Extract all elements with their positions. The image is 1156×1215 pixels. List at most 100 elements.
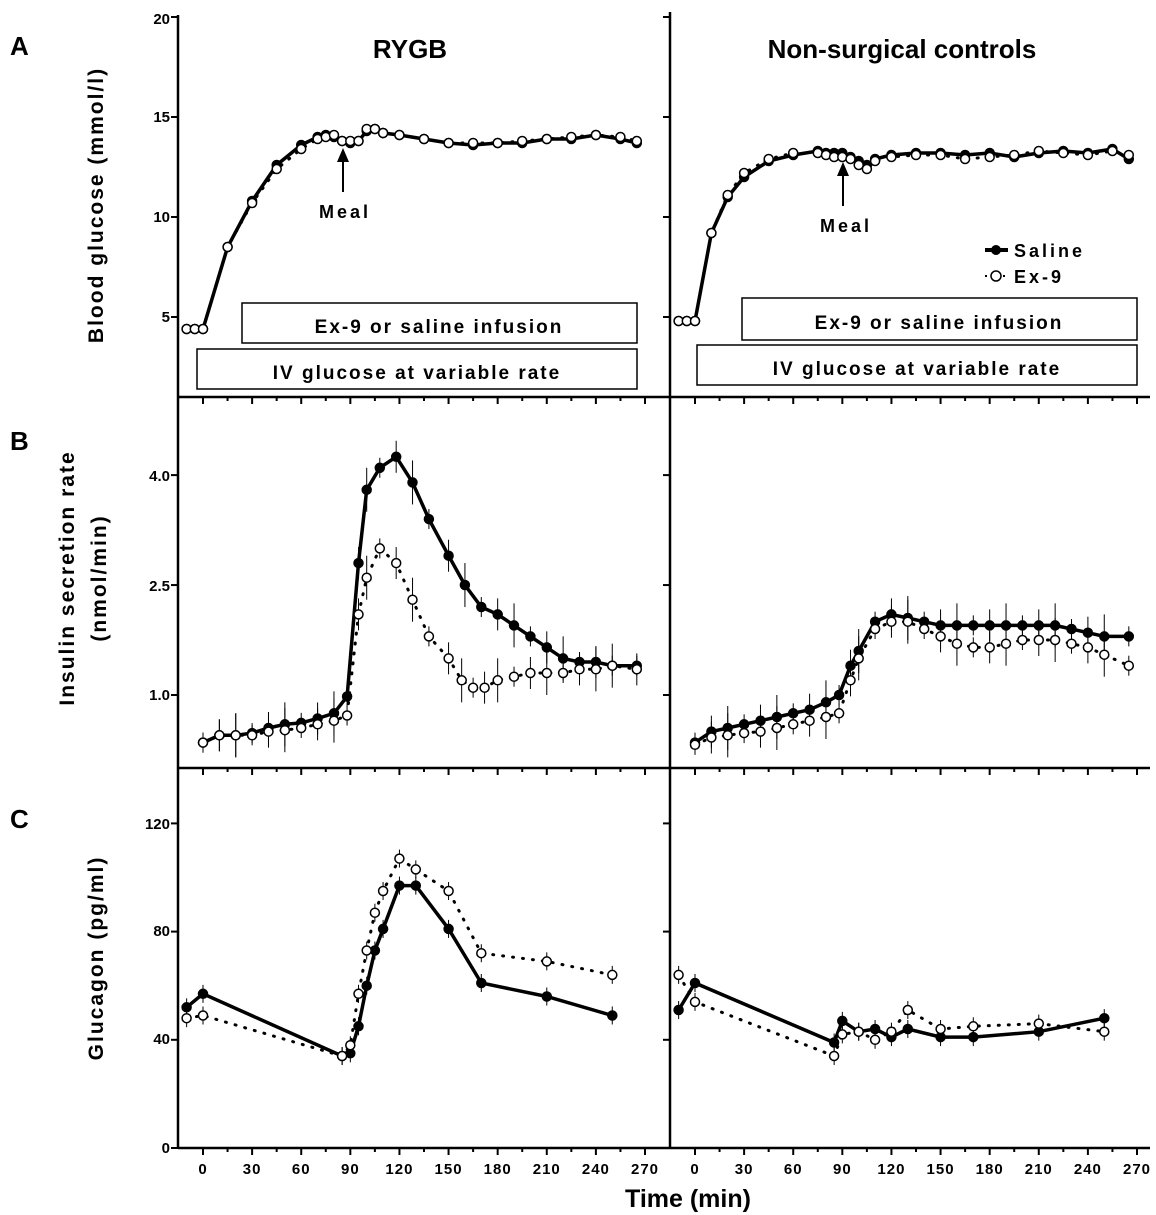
x-tick-right-60: 60 [784, 1161, 803, 1178]
data-point-ex9 [607, 660, 618, 671]
data-point-saline [492, 609, 503, 620]
data-point-ex9 [787, 147, 799, 159]
data-point-ex9 [525, 667, 536, 679]
data-point-ex9 [341, 710, 353, 721]
data-point-saline [541, 991, 553, 1002]
data-point-ex9 [492, 137, 503, 149]
series-line-b-controls-saline [694, 612, 1129, 745]
data-point-saline [476, 601, 487, 613]
iv-glucose-box-left [196, 348, 638, 390]
data-point-ex9 [1066, 638, 1077, 649]
data-point-ex9 [295, 143, 307, 155]
x-tick-right-30: 30 [735, 1161, 754, 1178]
data-point-ex9 [984, 642, 995, 653]
data-point-ex9 [935, 631, 946, 642]
data-point-ex9 [615, 131, 626, 143]
x-tick-right-120: 120 [877, 1161, 905, 1178]
data-point-ex9 [833, 708, 845, 719]
x-tick-right-270: 270 [1123, 1161, 1151, 1178]
data-point-ex9 [566, 131, 577, 143]
data-point-ex9 [984, 151, 995, 163]
data-point-ex9 [706, 732, 717, 743]
data-point-ex9 [246, 730, 258, 741]
data-point-ex9 [214, 730, 225, 741]
series-line-c-controls-saline [677, 980, 1105, 1045]
data-point-saline [1123, 631, 1135, 642]
data-point-ex9 [541, 667, 553, 679]
data-point-ex9 [590, 129, 602, 141]
data-point-saline [1066, 623, 1077, 635]
y-axis-title-isr-line1: Insulin secretion rate [56, 450, 79, 705]
data-point-ex9 [271, 163, 282, 175]
data-point-saline [689, 977, 701, 989]
series-line-a-rygb-saline [186, 127, 638, 331]
data-point-ex9 [853, 1026, 864, 1037]
axes-frames [176, 12, 1150, 1150]
x-tick-right-180: 180 [976, 1161, 1004, 1178]
data-point-ex9 [394, 853, 405, 864]
data-point-ex9 [959, 153, 971, 165]
data-point-ex9 [738, 727, 750, 739]
data-point-ex9 [1123, 660, 1135, 671]
iv-glucose-box-right-text: IV glucose at variable rate [773, 359, 1061, 380]
y-tick-glucagon-0: 0 [162, 1140, 170, 1157]
data-point-ex9 [804, 715, 815, 726]
data-point-saline [1099, 1012, 1110, 1024]
axis-ticks [171, 16, 1138, 1155]
series-line-b-controls-ex9 [693, 620, 1131, 747]
x-tick-left-30: 30 [243, 1161, 262, 1178]
data-point-ex9 [467, 682, 479, 693]
data-point-saline [828, 1037, 840, 1048]
data-point-ex9 [353, 609, 364, 620]
y-tick-isr-2-5: 2.5 [149, 578, 170, 595]
x-axis-title: Time (min) [625, 1185, 751, 1213]
data-point-saline [377, 923, 389, 935]
data-point-ex9 [1033, 634, 1045, 646]
data-point-ex9 [181, 1012, 192, 1024]
data-point-ex9 [467, 137, 479, 149]
data-point-ex9 [845, 153, 856, 165]
data-point-ex9 [222, 241, 233, 253]
data-point-ex9 [935, 1023, 946, 1035]
legend: Saline Ex-9 [985, 241, 1085, 287]
data-point-saline [361, 484, 372, 496]
data-point-ex9 [1000, 638, 1012, 649]
data-point-ex9 [361, 945, 372, 956]
data-point-ex9 [377, 885, 389, 897]
x-tick-right-90: 90 [833, 1161, 852, 1178]
data-point-saline [673, 1004, 684, 1016]
data-point-ex9 [1033, 1018, 1045, 1029]
data-point-ex9 [1033, 145, 1045, 157]
legend-saline-label: Saline [1014, 241, 1085, 261]
data-point-ex9 [1099, 649, 1110, 660]
data-point-ex9 [689, 996, 701, 1008]
data-point-ex9 [295, 722, 307, 734]
y-axis-title-glucose: Blood glucose (mmol/l) [85, 67, 108, 343]
data-point-ex9 [423, 631, 435, 642]
data-point-ex9 [374, 543, 386, 554]
data-point-ex9 [886, 616, 897, 627]
data-point-ex9 [755, 726, 766, 737]
data-point-saline [197, 988, 209, 1000]
data-point-ex9 [853, 159, 864, 171]
data-point-ex9 [394, 129, 405, 141]
x-tick-left-240: 240 [582, 1161, 610, 1178]
data-point-ex9 [1123, 149, 1135, 161]
data-point-ex9 [353, 135, 364, 147]
data-point-ex9 [853, 653, 864, 664]
data-point-ex9 [336, 1050, 348, 1062]
data-point-ex9 [869, 623, 881, 635]
data-point-saline [837, 1015, 848, 1027]
data-point-ex9 [443, 653, 454, 664]
y-tick-glucose-20: 20 [153, 11, 170, 28]
data-point-ex9 [456, 675, 467, 686]
x-tick-right-210: 210 [1025, 1161, 1053, 1178]
data-point-ex9 [820, 711, 832, 723]
data-point-ex9 [902, 616, 914, 627]
data-point-ex9 [869, 155, 881, 167]
data-point-ex9 [476, 947, 487, 959]
data-point-saline [443, 550, 454, 561]
legend-saline-marker [991, 245, 1001, 255]
data-point-ex9 [951, 638, 963, 649]
y-axis-title-glucagon: Glucagon (pg/ml) [85, 856, 108, 1061]
